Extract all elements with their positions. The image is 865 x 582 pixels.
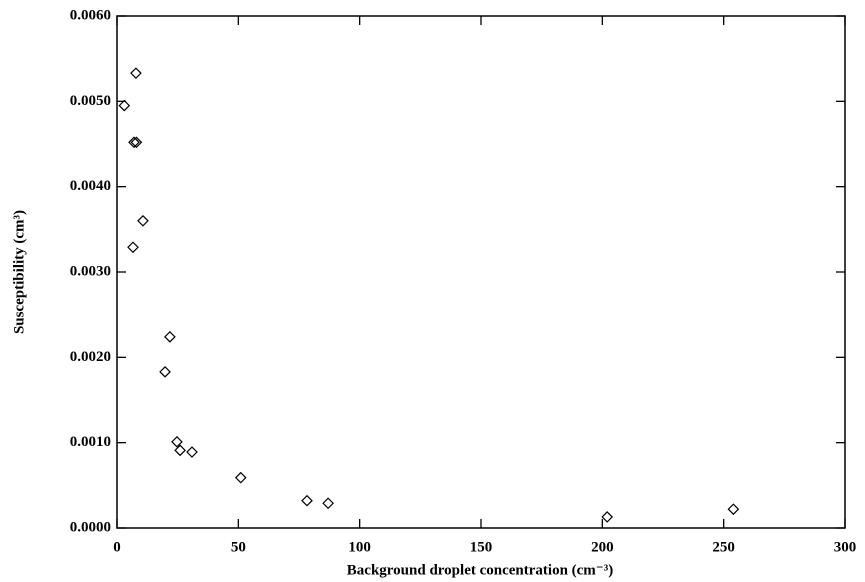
x-tick-label: 100 [348, 539, 371, 555]
x-tick-label: 150 [470, 539, 493, 555]
point [601, 511, 614, 523]
y-tick-label: 0.0030 [70, 263, 111, 279]
point [130, 136, 143, 149]
x-tick-label: 300 [834, 539, 857, 555]
y-tick-label: 0.0000 [70, 519, 111, 535]
point [301, 494, 313, 507]
point [186, 446, 198, 458]
y-tick-label: 0.0020 [70, 349, 111, 365]
point [128, 136, 140, 149]
point [234, 471, 247, 484]
y-axis-label: Susceptibility (cm³) [11, 210, 27, 334]
y-tick-label: 0.0060 [70, 7, 111, 23]
x-tick-label: 250 [712, 539, 735, 555]
point [118, 99, 131, 112]
y-tick-label: 0.0040 [70, 178, 111, 194]
point [130, 67, 142, 80]
point [171, 435, 183, 448]
point [127, 241, 139, 254]
point [174, 444, 186, 457]
y-tick-label: 0.0010 [70, 434, 111, 450]
point [159, 365, 171, 378]
x-axis-label: Background droplet concentration (cm⁻³) [347, 562, 613, 578]
point [137, 214, 149, 227]
plot-frame [116, 15, 846, 529]
x-tick-label: 200 [591, 539, 614, 555]
point [727, 503, 740, 516]
y-tick-label: 0.0050 [70, 93, 111, 109]
point [164, 331, 176, 343]
point [322, 497, 334, 510]
x-tick-label: 0 [113, 539, 121, 555]
x-tick-label: 50 [231, 539, 246, 555]
